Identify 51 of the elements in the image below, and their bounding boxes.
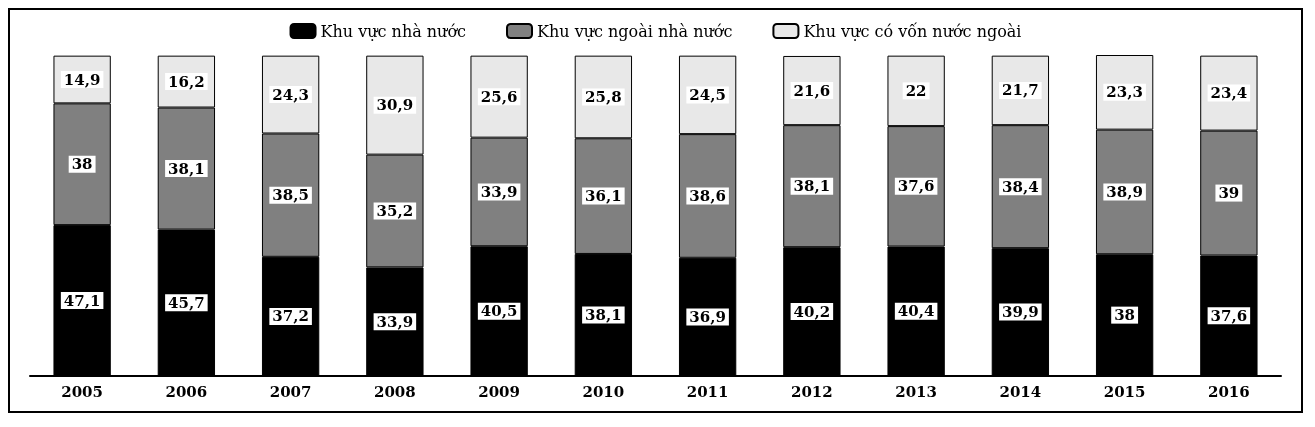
data-label: 36,9 bbox=[689, 307, 726, 326]
x-tick-label: 2006 bbox=[165, 382, 208, 401]
data-label: 36,1 bbox=[585, 187, 622, 206]
data-label: 21,7 bbox=[1002, 81, 1039, 100]
data-label: 14,9 bbox=[63, 70, 101, 89]
data-label: 40,4 bbox=[897, 302, 935, 321]
data-label: 35,2 bbox=[376, 202, 414, 221]
data-label: 38,6 bbox=[689, 186, 726, 205]
x-tick-label: 2008 bbox=[374, 382, 416, 401]
data-label: 23,3 bbox=[1106, 83, 1143, 102]
x-tick-label: 2007 bbox=[269, 382, 312, 401]
data-label: 38,9 bbox=[1106, 182, 1143, 201]
data-label: 40,2 bbox=[793, 302, 831, 321]
data-label: 38,1 bbox=[793, 177, 831, 196]
data-label: 38 bbox=[1114, 306, 1136, 325]
data-label: 38,4 bbox=[1002, 177, 1039, 196]
x-tick-label: 2005 bbox=[61, 382, 103, 401]
x-tick-label: 2012 bbox=[791, 382, 833, 401]
x-tick-label: 2009 bbox=[478, 382, 520, 401]
x-tick-label: 2010 bbox=[582, 382, 625, 401]
x-tick-label: 2011 bbox=[686, 382, 729, 401]
data-label: 39,9 bbox=[1002, 303, 1039, 322]
data-label: 24,5 bbox=[689, 85, 726, 104]
data-label: 25,6 bbox=[480, 87, 518, 106]
x-tick-label: 2013 bbox=[895, 382, 937, 401]
x-tick-label: 2016 bbox=[1208, 382, 1250, 401]
data-label: 33,9 bbox=[480, 182, 518, 201]
data-label: 38,1 bbox=[168, 159, 205, 178]
legend-label: Khu vực ngoài nhà nước bbox=[537, 21, 733, 41]
legend-label: Khu vực có vốn nước ngoài bbox=[803, 21, 1022, 41]
data-label: 39 bbox=[1218, 184, 1240, 203]
data-label: 24,3 bbox=[272, 85, 309, 104]
data-label: 16,2 bbox=[168, 72, 205, 91]
data-label: 25,8 bbox=[585, 87, 622, 106]
data-label: 33,9 bbox=[376, 312, 414, 331]
data-label: 23,4 bbox=[1210, 84, 1248, 103]
data-label: 38 bbox=[71, 155, 93, 174]
data-label: 38,1 bbox=[585, 305, 622, 324]
legend-label: Khu vực nhà nước bbox=[320, 21, 467, 41]
data-label: 45,7 bbox=[168, 293, 205, 312]
data-label: 47,1 bbox=[63, 291, 101, 310]
data-label: 38,5 bbox=[272, 186, 309, 205]
data-label: 21,6 bbox=[793, 81, 831, 100]
data-label: 37,6 bbox=[1210, 306, 1248, 325]
data-label: 22 bbox=[905, 81, 927, 100]
x-tick-label: 2015 bbox=[1103, 382, 1146, 401]
data-label: 30,9 bbox=[376, 96, 414, 115]
data-label: 40,5 bbox=[480, 302, 518, 321]
data-label: 37,6 bbox=[897, 177, 935, 196]
data-label: 37,2 bbox=[272, 307, 309, 326]
x-tick-label: 2014 bbox=[999, 382, 1042, 401]
